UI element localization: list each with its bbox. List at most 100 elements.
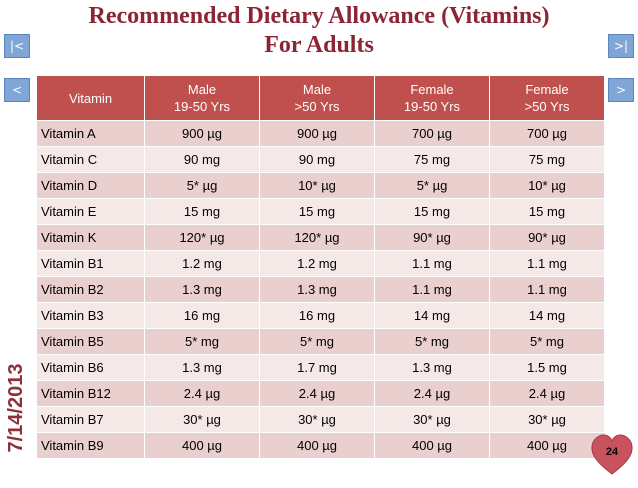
- header-row: Vitamin Male 19-50 Yrs Male >50 Yrs Female 19-…: [36, 75, 605, 121]
- rda-value-cell: 30* µg: [489, 406, 605, 433]
- rda-value-cell: 15 mg: [144, 198, 260, 225]
- rda-value-cell: 1.1 mg: [489, 250, 605, 277]
- rda-value-cell: 90* µg: [374, 224, 490, 251]
- rda-value-cell: 90 mg: [144, 146, 260, 173]
- title-line-1: Recommended Dietary Allowance (Vitamins): [88, 3, 550, 29]
- vitamin-name-cell: Vitamin B2: [36, 276, 145, 303]
- column-header: Female 19-50 Yrs: [374, 75, 490, 121]
- rda-value-cell: 5* µg: [374, 172, 490, 199]
- rda-value-cell: 120* µg: [259, 224, 375, 251]
- vitamin-table: Vitamin Male 19-50 Yrs Male >50 Yrs Female 19-…: [36, 75, 605, 459]
- rda-value-cell: 90* µg: [489, 224, 605, 251]
- rda-value-cell: 10* µg: [489, 172, 605, 199]
- vitamin-name-cell: Vitamin B5: [36, 328, 145, 355]
- table-row: Vitamin A 900 µg 900 µg 700 µg 700 µg: [36, 120, 605, 147]
- table-row: Vitamin B1 1.2 mg 1.2 mg 1.1 mg 1.1 mg: [36, 250, 605, 277]
- table-row: Vitamin B9 400 µg 400 µg 400 µg 400 µg: [36, 432, 605, 459]
- table-row: Vitamin C 90 mg 90 mg 75 mg 75 mg: [36, 146, 605, 173]
- rda-value-cell: 700 µg: [374, 120, 490, 147]
- rda-value-cell: 16 mg: [144, 302, 260, 329]
- vitamin-name-cell: Vitamin C: [36, 146, 145, 173]
- table-row: Vitamin D 5* µg 10* µg 5* µg 10* µg: [36, 172, 605, 199]
- page-number: 24: [605, 446, 619, 458]
- rda-value-cell: 10* µg: [259, 172, 375, 199]
- rda-value-cell: 1.3 mg: [144, 354, 260, 381]
- rda-value-cell: 1.2 mg: [144, 250, 260, 277]
- rda-value-cell: 5* mg: [374, 328, 490, 355]
- rda-value-cell: 2.4 µg: [259, 380, 375, 407]
- rda-value-cell: 1.3 mg: [374, 354, 490, 381]
- rda-value-cell: 5* mg: [144, 328, 260, 355]
- column-header: Male 19-50 Yrs: [144, 75, 260, 121]
- rda-value-cell: 14 mg: [489, 302, 605, 329]
- rda-value-cell: 15 mg: [489, 198, 605, 225]
- rda-value-cell: 2.4 µg: [489, 380, 605, 407]
- rda-value-cell: 15 mg: [374, 198, 490, 225]
- column-header-line1: Vitamin: [68, 90, 113, 106]
- rda-value-cell: 1.3 mg: [144, 276, 260, 303]
- heart-icon: [591, 434, 633, 475]
- column-header-line2: >50 Yrs: [294, 99, 340, 114]
- vitamin-name-cell: Vitamin B12: [36, 380, 145, 407]
- column-header-line2: 19-50 Yrs: [403, 99, 461, 114]
- column-header-line1: Male: [302, 82, 332, 97]
- rda-value-cell: 1.2 mg: [259, 250, 375, 277]
- prev-slide-button[interactable]: <: [4, 78, 30, 102]
- vitamin-name-cell: Vitamin B9: [36, 432, 145, 459]
- column-header: Male >50 Yrs: [259, 75, 375, 121]
- rda-value-cell: 1.1 mg: [374, 276, 490, 303]
- table-row: Vitamin B3 16 mg 16 mg 14 mg 14 mg: [36, 302, 605, 329]
- rda-value-cell: 5* µg: [144, 172, 260, 199]
- vitamin-name-cell: Vitamin B6: [36, 354, 145, 381]
- table-row: Vitamin B2 1.3 mg 1.3 mg 1.1 mg 1.1 mg: [36, 276, 605, 303]
- rda-value-cell: 1.1 mg: [374, 250, 490, 277]
- rda-value-cell: 30* µg: [259, 406, 375, 433]
- last-slide-button[interactable]: >|: [608, 34, 634, 58]
- vitamin-name-cell: Vitamin D: [36, 172, 145, 199]
- rda-value-cell: 400 µg: [259, 432, 375, 459]
- first-slide-button[interactable]: |<: [4, 34, 30, 58]
- table-row: Vitamin K 120* µg 120* µg 90* µg 90* µg: [36, 224, 605, 251]
- slide-title: Recommended Dietary Allowance (Vitamins)…: [36, 2, 602, 60]
- vitamin-name-cell: Vitamin K: [36, 224, 145, 251]
- rda-value-cell: 900 µg: [259, 120, 375, 147]
- next-slide-button[interactable]: >: [608, 78, 634, 102]
- title-line-2: For Adults: [264, 32, 374, 58]
- rda-value-cell: 75 mg: [489, 146, 605, 173]
- column-header-line2: >50 Yrs: [524, 99, 570, 114]
- rda-value-cell: 75 mg: [374, 146, 490, 173]
- vitamin-name-cell: Vitamin A: [36, 120, 145, 147]
- table-row: Vitamin B12 2.4 µg 2.4 µg 2.4 µg 2.4 µg: [36, 380, 605, 407]
- rda-value-cell: 90 mg: [259, 146, 375, 173]
- rda-value-cell: 900 µg: [144, 120, 260, 147]
- rda-value-cell: 2.4 µg: [144, 380, 260, 407]
- rda-value-cell: 1.3 mg: [259, 276, 375, 303]
- column-header-line2: 19-50 Yrs: [173, 99, 231, 114]
- rda-value-cell: 5* mg: [489, 328, 605, 355]
- column-header: Vitamin: [36, 75, 145, 121]
- rda-value-cell: 1.1 mg: [489, 276, 605, 303]
- rda-value-cell: 1.7 mg: [259, 354, 375, 381]
- column-header: Female >50 Yrs: [489, 75, 605, 121]
- rda-value-cell: 120* µg: [144, 224, 260, 251]
- column-header-line1: Female: [410, 82, 454, 97]
- rda-value-cell: 5* mg: [259, 328, 375, 355]
- rda-value-cell: 400 µg: [374, 432, 490, 459]
- column-header-line1: Male: [187, 82, 217, 97]
- rda-value-cell: 16 mg: [259, 302, 375, 329]
- vitamin-name-cell: Vitamin E: [36, 198, 145, 225]
- column-header-line1: Female: [525, 82, 569, 97]
- table-row: Vitamin E 15 mg 15 mg 15 mg 15 mg: [36, 198, 605, 225]
- table-row: Vitamin B5 5* mg 5* mg 5* mg 5* mg: [36, 328, 605, 355]
- vitamin-name-cell: Vitamin B1: [36, 250, 145, 277]
- rda-value-cell: 30* µg: [374, 406, 490, 433]
- rda-value-cell: 400 µg: [144, 432, 260, 459]
- rda-value-cell: 400 µg: [489, 432, 605, 459]
- table-row: Vitamin B7 30* µg 30* µg 30* µg 30* µg: [36, 406, 605, 433]
- rda-value-cell: 30* µg: [144, 406, 260, 433]
- rda-value-cell: 15 mg: [259, 198, 375, 225]
- rda-value-cell: 2.4 µg: [374, 380, 490, 407]
- rda-value-cell: 14 mg: [374, 302, 490, 329]
- rda-value-cell: 1.5 mg: [489, 354, 605, 381]
- vitamin-name-cell: Vitamin B3: [36, 302, 145, 329]
